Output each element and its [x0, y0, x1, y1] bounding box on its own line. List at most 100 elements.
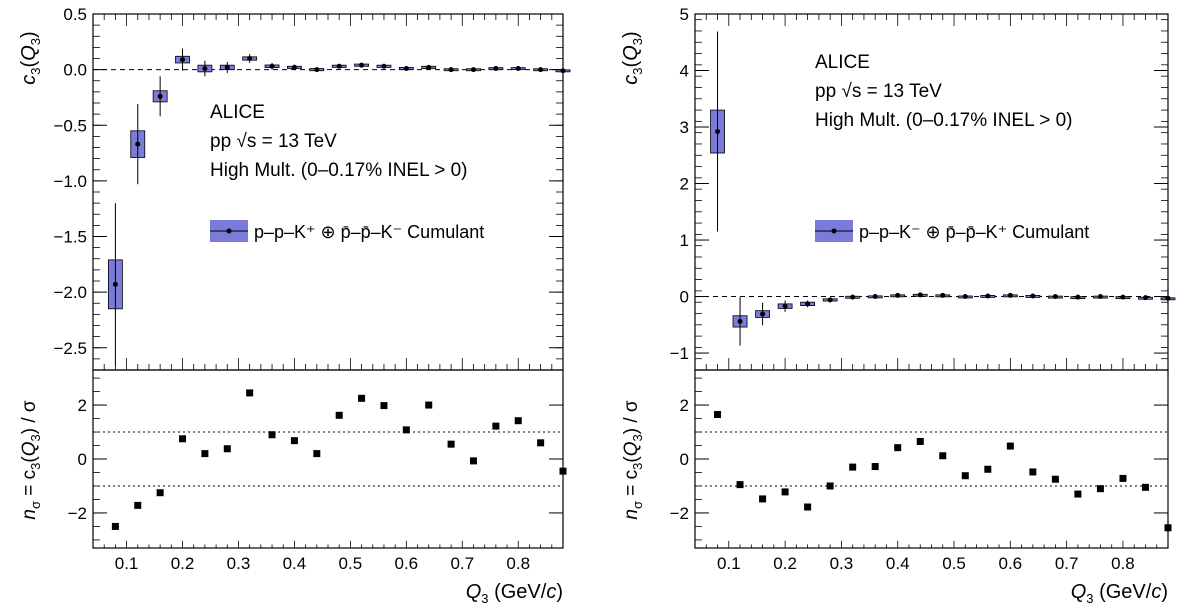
legend-marker	[831, 228, 837, 234]
data-point	[895, 292, 901, 298]
annotation-line-1: pp √s = 13 TeV	[815, 81, 942, 102]
residual-point	[781, 488, 789, 496]
res-y-tick-label: 0	[680, 450, 689, 469]
residual-point	[984, 465, 992, 473]
data-point	[493, 66, 499, 72]
residual-point	[179, 435, 187, 443]
data-point	[470, 67, 476, 73]
residual-point	[156, 489, 164, 497]
residual-plot-frame	[92, 369, 564, 549]
y-axis-label: c3(Q3)	[620, 31, 645, 84]
data-point	[872, 294, 878, 300]
data-point	[850, 294, 856, 300]
annotation-line-0: ALICE	[815, 52, 870, 73]
y-tick-label: −2.5	[53, 339, 87, 358]
data-point	[1120, 294, 1126, 300]
residual-point	[939, 452, 947, 460]
y-tick-label: −1	[670, 344, 689, 363]
x-tick-label: 0.3	[830, 554, 854, 573]
y-tick-label: 4	[680, 62, 689, 81]
x-tick-label: 0.5	[942, 554, 966, 573]
data-point	[1165, 295, 1171, 301]
residual-point	[246, 389, 254, 397]
x-tick-label: 0.6	[395, 554, 419, 573]
data-point	[426, 64, 432, 70]
data-point	[515, 66, 521, 72]
data-point	[805, 301, 811, 307]
data-point	[381, 63, 387, 69]
residual-point	[714, 411, 722, 418]
data-point	[314, 67, 320, 73]
res-y-tick-label: −2	[68, 504, 87, 523]
residual-point	[223, 445, 231, 453]
residual-point	[469, 457, 477, 465]
residual-point	[358, 394, 366, 402]
data-point	[157, 93, 163, 99]
residual-point	[1141, 483, 1149, 491]
x-tick-label: 0.1	[717, 554, 741, 573]
y-tick-label: 0.5	[63, 5, 87, 24]
residual-point	[1051, 475, 1059, 483]
data-point	[940, 292, 946, 298]
residual-point	[492, 422, 500, 430]
data-point	[1007, 292, 1013, 298]
data-point	[1030, 293, 1036, 299]
y-tick-label: −1.0	[53, 172, 87, 191]
res-y-tick-label: −2	[670, 504, 689, 523]
data-point	[1097, 294, 1103, 300]
residual-point	[826, 482, 834, 490]
residual-point	[425, 401, 433, 409]
annotation-line-2: High Mult. (0–0.17% INEL > 0)	[210, 160, 468, 181]
data-point	[247, 56, 253, 61]
residual-point	[849, 463, 857, 471]
x-tick-label: 0.2	[773, 554, 797, 573]
data-point	[715, 129, 721, 135]
y-tick-label: 0.0	[63, 61, 87, 80]
y-tick-label: 1	[680, 231, 689, 250]
data-point	[1052, 294, 1058, 300]
residual-point	[268, 431, 276, 439]
data-point	[291, 64, 297, 70]
x-tick-label: 0.8	[506, 554, 530, 573]
data-point	[224, 64, 230, 70]
data-point	[560, 68, 566, 74]
x-tick-label: 0.4	[283, 554, 307, 573]
y-tick-label: 2	[680, 175, 689, 194]
residual-point	[1006, 442, 1014, 450]
residual-point	[201, 450, 209, 458]
residual-y-axis-label: nσ = c3(Q3) / σ	[19, 400, 43, 520]
x-tick-label: 0.1	[115, 554, 139, 573]
data-point	[403, 66, 409, 72]
res-y-tick-label: 2	[78, 396, 87, 415]
data-point	[538, 67, 544, 73]
residual-point	[335, 411, 343, 419]
x-tick-label: 0.7	[450, 554, 474, 573]
residual-point	[961, 472, 969, 480]
residual-point	[1029, 468, 1037, 476]
data-point	[202, 66, 208, 72]
legend-label: p–p–K⁻ ⊕ p̄–p̄–K⁺ Cumulant	[859, 222, 1089, 242]
y-tick-label: 0	[680, 288, 689, 307]
residual-point	[1119, 474, 1127, 482]
legend-label: p–p–K⁺ ⊕ p̄–p̄–K⁻ Cumulant	[254, 222, 484, 242]
res-y-tick-label: 0	[78, 450, 87, 469]
y-tick-label: −0.5	[53, 116, 87, 135]
residual-point	[447, 440, 455, 448]
residual-point	[736, 481, 744, 489]
x-axis-label: Q3 (GeV/c)	[466, 581, 563, 606]
legend-marker	[226, 228, 232, 234]
residual-point	[111, 522, 119, 530]
data-point	[112, 281, 118, 287]
residual-point	[514, 417, 522, 425]
res-y-tick-label: 2	[680, 396, 689, 415]
residual-point	[759, 495, 767, 503]
y-tick-label: 3	[680, 118, 689, 137]
residual-point	[894, 444, 902, 452]
x-tick-label: 0.8	[1111, 554, 1135, 573]
data-point	[1075, 294, 1081, 300]
y-tick-label: −2.0	[53, 283, 87, 302]
annotation-line-0: ALICE	[210, 102, 265, 123]
x-tick-label: 0.4	[886, 554, 910, 573]
residual-plot-frame	[694, 369, 1169, 549]
residual-point	[1164, 524, 1172, 532]
